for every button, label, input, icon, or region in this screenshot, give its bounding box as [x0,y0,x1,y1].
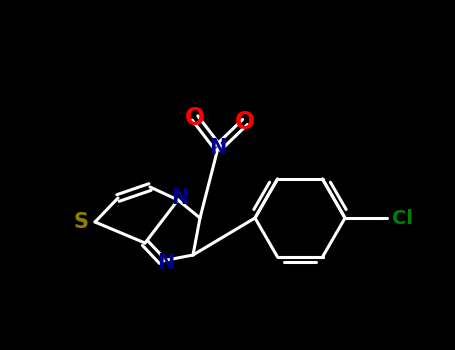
Text: N: N [157,253,175,273]
Text: N: N [209,138,227,158]
Text: O: O [235,110,255,134]
Text: O: O [185,106,205,130]
Text: Cl: Cl [392,209,413,228]
Text: N: N [172,188,189,208]
Text: S: S [74,212,89,232]
